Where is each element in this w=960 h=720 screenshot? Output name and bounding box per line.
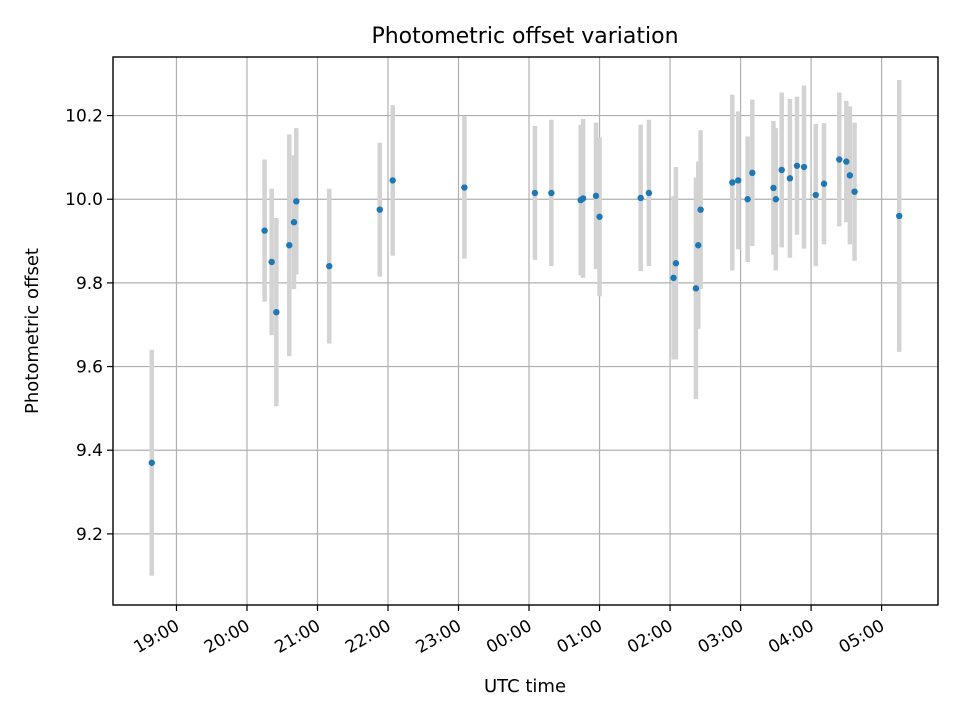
y-tick-label: 9.4 [76, 441, 103, 461]
y-tick-label: 9.8 [76, 274, 103, 294]
data-point [461, 184, 468, 191]
data-point [670, 274, 677, 282]
data-point [772, 196, 780, 203]
data-point [846, 172, 854, 179]
data-point [261, 227, 268, 234]
y-tick-label: 10.2 [65, 107, 103, 127]
data-point [793, 162, 801, 169]
y-tick-label: 9.6 [76, 358, 103, 378]
data-point [531, 189, 539, 197]
data-point [148, 459, 155, 466]
data-point [293, 198, 300, 205]
data-point [812, 191, 819, 199]
data-point [744, 196, 751, 203]
data-point [692, 285, 700, 292]
data-points [148, 156, 903, 466]
data-point [268, 258, 275, 266]
data-point [637, 194, 644, 202]
data-point [592, 192, 600, 200]
y-tick-label: 9.2 [76, 525, 103, 545]
data-point [896, 212, 903, 220]
data-point [548, 189, 555, 197]
data-point [273, 308, 280, 316]
y-tick-label: 10.0 [65, 190, 103, 210]
data-point [579, 195, 587, 202]
data-point [851, 188, 858, 195]
data-point [749, 169, 756, 177]
data-point [735, 177, 742, 184]
data-point [800, 163, 808, 171]
x-axis-label: UTC time [484, 676, 566, 697]
data-point [770, 184, 777, 192]
y-axis-ticks: 9.2 9.4 9.6 9.8 10.0 10.2 [65, 107, 113, 545]
chart-title: Photometric offset variation [371, 24, 678, 49]
data-point [286, 242, 293, 249]
data-point [326, 262, 333, 270]
data-point [697, 206, 704, 213]
data-point [695, 242, 702, 249]
data-point [389, 177, 396, 184]
plot-frame [112, 56, 939, 606]
data-point [820, 180, 828, 187]
data-point [778, 166, 785, 174]
data-point [729, 179, 736, 186]
data-point [672, 260, 680, 267]
data-point [843, 158, 850, 165]
data-point [376, 206, 383, 213]
data-point [645, 189, 653, 197]
data-point [596, 213, 603, 220]
y-axis-label: Photometric offset [22, 248, 43, 414]
grid [113, 57, 938, 605]
data-point [290, 219, 298, 226]
data-point [786, 175, 794, 182]
data-point [836, 156, 843, 163]
